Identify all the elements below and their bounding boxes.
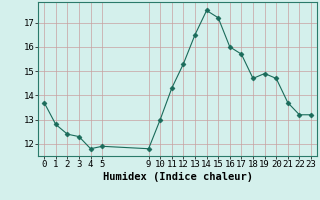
X-axis label: Humidex (Indice chaleur): Humidex (Indice chaleur) [103,172,252,182]
